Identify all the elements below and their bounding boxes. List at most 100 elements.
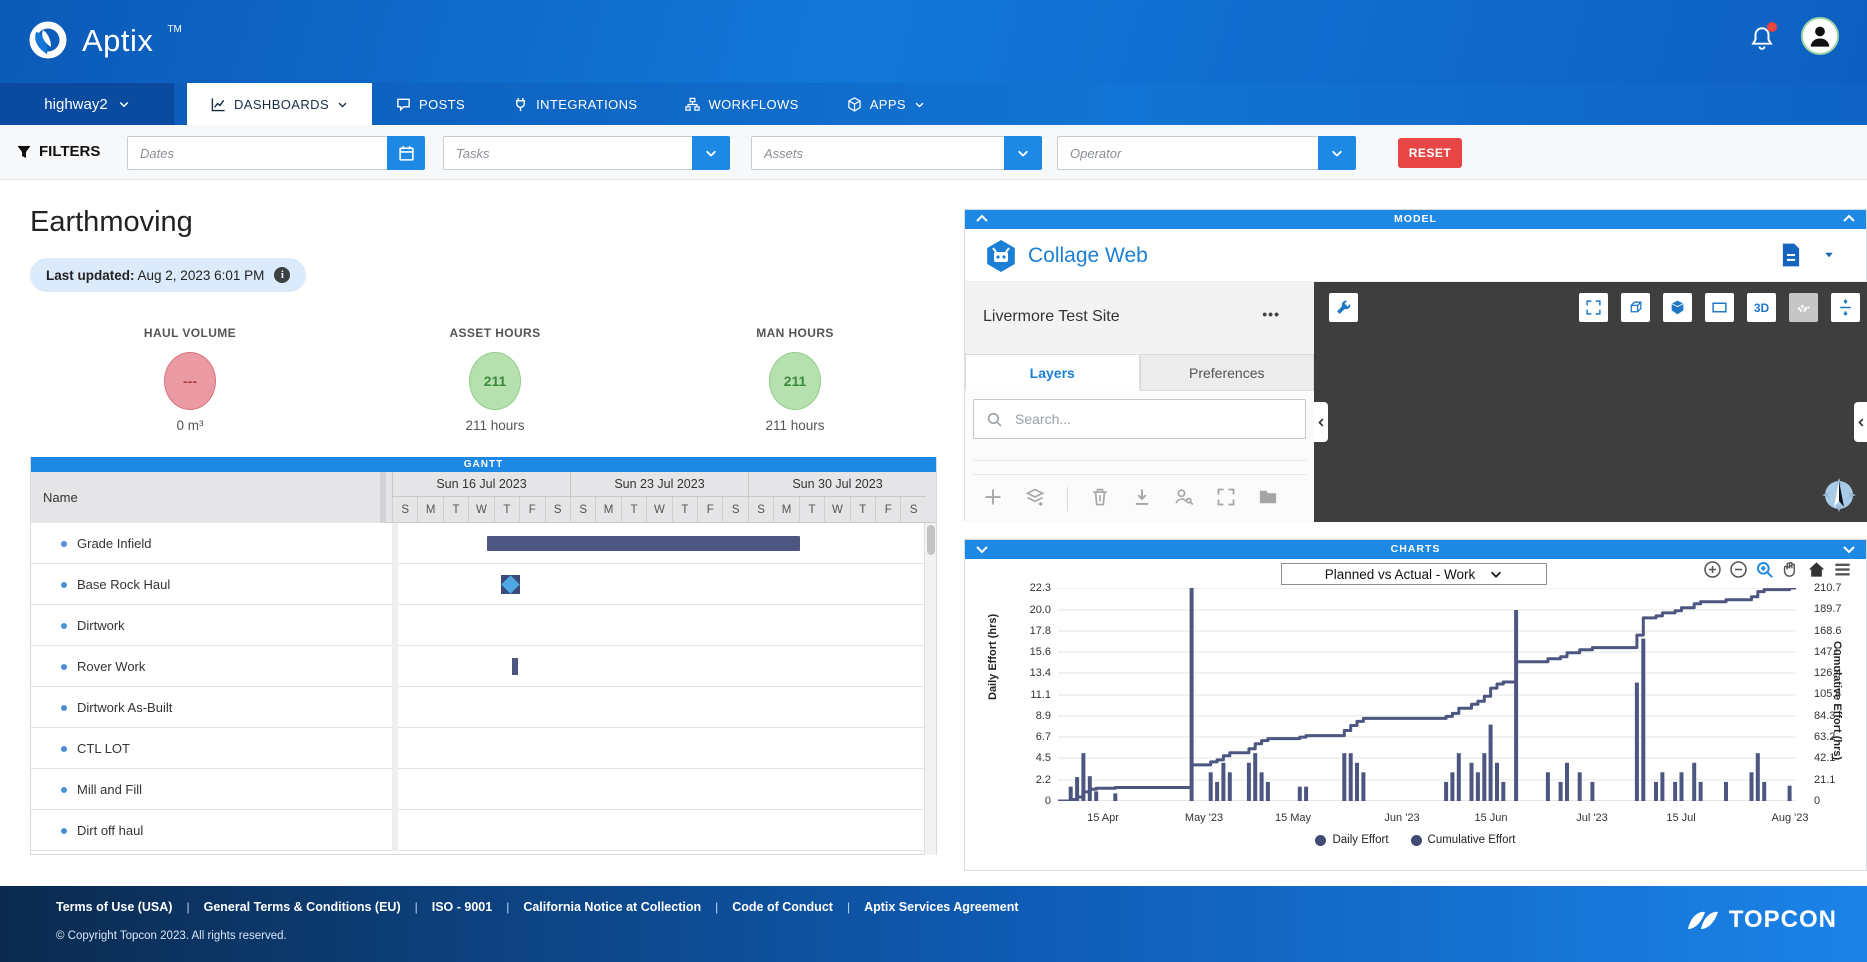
gantt-bar[interactable] bbox=[487, 536, 800, 551]
last-updated-pill: Last updated: Aug 2, 2023 6:01 PM i bbox=[30, 258, 307, 292]
filter-tasks-chevron-button[interactable] bbox=[692, 136, 730, 170]
gantt-task-row[interactable]: Base Rock Haul bbox=[31, 564, 936, 605]
filter-dates-input[interactable] bbox=[127, 136, 387, 170]
filter-assets-chevron-button[interactable] bbox=[1004, 136, 1042, 170]
nav-tab-dashboards[interactable]: DASHBOARDS bbox=[187, 83, 373, 125]
layers-layers-add-button[interactable] bbox=[1025, 487, 1045, 512]
split-view-icon bbox=[1837, 299, 1854, 316]
chart-menu-button[interactable] bbox=[1833, 560, 1852, 584]
viewport-wire-cube-button[interactable] bbox=[1621, 293, 1650, 322]
kpi-label: HAUL VOLUME bbox=[143, 326, 237, 340]
filter-tasks-input[interactable] bbox=[443, 136, 692, 170]
viewport-wrench-button[interactable] bbox=[1329, 293, 1358, 322]
filter-operator-chevron-button[interactable] bbox=[1318, 136, 1356, 170]
chart-zoom-in-button[interactable] bbox=[1703, 560, 1722, 584]
project-selector[interactable]: highway2 bbox=[0, 83, 174, 125]
gantt-task-row[interactable]: Mill and Fill bbox=[31, 769, 936, 810]
footer-link[interactable]: General Terms & Conditions (EU) bbox=[203, 900, 401, 914]
filter-funnel-icon bbox=[16, 144, 32, 160]
collapse-charts-right-icon[interactable] bbox=[1841, 541, 1857, 557]
x-axis-tick: 15 Jun bbox=[1474, 812, 1508, 824]
footer-link[interactable]: California Notice at Collection bbox=[523, 900, 702, 914]
info-icon[interactable]: i bbox=[274, 267, 291, 283]
collapse-charts-left-icon[interactable] bbox=[974, 541, 990, 557]
layers-plus-button[interactable] bbox=[983, 487, 1003, 512]
chevron-left-icon bbox=[1316, 417, 1327, 428]
layers-add-icon bbox=[1025, 487, 1045, 507]
gantt-task-row[interactable]: CTL LOT bbox=[31, 728, 936, 769]
model-3d-viewport[interactable]: 3D bbox=[1314, 282, 1867, 522]
gantt-task-timeline bbox=[392, 769, 926, 810]
model-tab-layers[interactable]: Layers bbox=[965, 354, 1140, 391]
reset-filters-button[interactable]: RESET bbox=[1398, 138, 1462, 168]
gantt-task-row[interactable]: Rover Work bbox=[31, 646, 936, 687]
viewport-collapse-right-handle[interactable] bbox=[1854, 402, 1867, 442]
footer-link-separator: | bbox=[414, 900, 418, 914]
viewport-solid-cube-button[interactable] bbox=[1663, 293, 1692, 322]
layers-fit-screen-button[interactable] bbox=[1216, 487, 1236, 512]
gantt-task-timeline bbox=[392, 605, 926, 646]
filter-dates-calendar-button[interactable] bbox=[387, 136, 425, 170]
chart-selector-dropdown[interactable]: Planned vs Actual - Work bbox=[1281, 563, 1547, 585]
filter-operator-input[interactable] bbox=[1057, 136, 1318, 170]
gantt-day-letter: W bbox=[646, 497, 671, 523]
gantt-milestone[interactable] bbox=[500, 575, 520, 594]
nav-tab-workflows[interactable]: WORKFLOWS bbox=[661, 83, 822, 125]
viewport-fit-screen-button[interactable] bbox=[1579, 293, 1608, 322]
posts-icon bbox=[396, 97, 411, 112]
notifications-bell-button[interactable] bbox=[1749, 22, 1777, 54]
user-avatar-button[interactable] bbox=[1801, 17, 1839, 55]
kpi-label: MAN HOURS bbox=[756, 326, 834, 340]
chart-zoom-out-button[interactable] bbox=[1729, 560, 1748, 584]
nav-tab-posts[interactable]: POSTS bbox=[372, 83, 489, 125]
layers-search-input[interactable] bbox=[1013, 410, 1293, 428]
page-title: Earthmoving bbox=[30, 206, 193, 238]
footer-link[interactable]: ISO - 9001 bbox=[431, 900, 493, 914]
gantt-task-row[interactable]: Dirtwork As-Built bbox=[31, 687, 936, 728]
plus-icon bbox=[983, 487, 1003, 507]
gantt-task-row[interactable]: Grade Infield bbox=[31, 523, 936, 564]
nav-tab-integrations[interactable]: INTEGRATIONS bbox=[489, 83, 661, 125]
viewport-split-view-button[interactable] bbox=[1831, 293, 1860, 322]
milestone-diamond-icon bbox=[501, 575, 520, 594]
zoom-out-icon bbox=[1729, 560, 1748, 579]
chart-pan-hand-button[interactable] bbox=[1781, 560, 1800, 584]
model-tab-preferences[interactable]: Preferences bbox=[1139, 354, 1314, 391]
document-icon[interactable] bbox=[1778, 242, 1804, 268]
footer-link[interactable]: Code of Conduct bbox=[732, 900, 833, 914]
gantt-name-column-header: Name bbox=[31, 472, 386, 523]
gantt-scrollbar-thumb[interactable] bbox=[927, 525, 935, 555]
site-menu-button[interactable]: ••• bbox=[1262, 306, 1280, 322]
layers-user-key-button[interactable] bbox=[1174, 487, 1194, 512]
gantt-task-row[interactable]: Dirtwork bbox=[31, 605, 936, 646]
chart-box-zoom-button[interactable] bbox=[1755, 560, 1774, 584]
chart-home-button[interactable] bbox=[1807, 560, 1826, 584]
viewport-point-cloud-button[interactable] bbox=[1789, 293, 1818, 322]
model-panel-titlebar: MODEL bbox=[965, 210, 1866, 229]
gantt-bar-small[interactable] bbox=[511, 658, 518, 675]
layers-download-button[interactable] bbox=[1132, 487, 1152, 512]
compass-icon[interactable] bbox=[1820, 476, 1858, 514]
viewport-collapse-left-handle[interactable] bbox=[1314, 402, 1328, 442]
collapse-model-right-icon[interactable] bbox=[1841, 211, 1857, 227]
layers-trash-button[interactable] bbox=[1090, 487, 1110, 512]
gantt-task-name: Mill and Fill bbox=[31, 769, 386, 810]
chart-plot-area[interactable] bbox=[1058, 586, 1796, 803]
task-bullet-icon bbox=[61, 704, 67, 711]
layers-folder-button[interactable] bbox=[1258, 487, 1278, 512]
gantt-task-row[interactable]: Dirt off haul bbox=[31, 810, 936, 851]
collage-app-row: Collage Web bbox=[965, 229, 1866, 282]
left-axis-tick: 2.2 bbox=[1035, 774, 1051, 786]
viewport-3d-text-button[interactable]: 3D bbox=[1747, 293, 1776, 322]
gantt-scrollbar[interactable] bbox=[924, 523, 936, 855]
document-menu-caret-icon[interactable] bbox=[1822, 249, 1836, 261]
chevron-down-icon bbox=[914, 99, 925, 110]
viewport-frame-button[interactable] bbox=[1705, 293, 1734, 322]
collapse-model-left-icon[interactable] bbox=[974, 211, 990, 227]
filter-assets-input[interactable] bbox=[751, 136, 1004, 170]
fit-screen-icon bbox=[1585, 299, 1602, 316]
nav-tab-apps[interactable]: APPS bbox=[823, 83, 949, 125]
footer-link-separator: | bbox=[846, 900, 851, 914]
footer-link[interactable]: Terms of Use (USA) bbox=[56, 900, 173, 914]
footer-link[interactable]: Aptix Services Agreement bbox=[864, 900, 1019, 914]
